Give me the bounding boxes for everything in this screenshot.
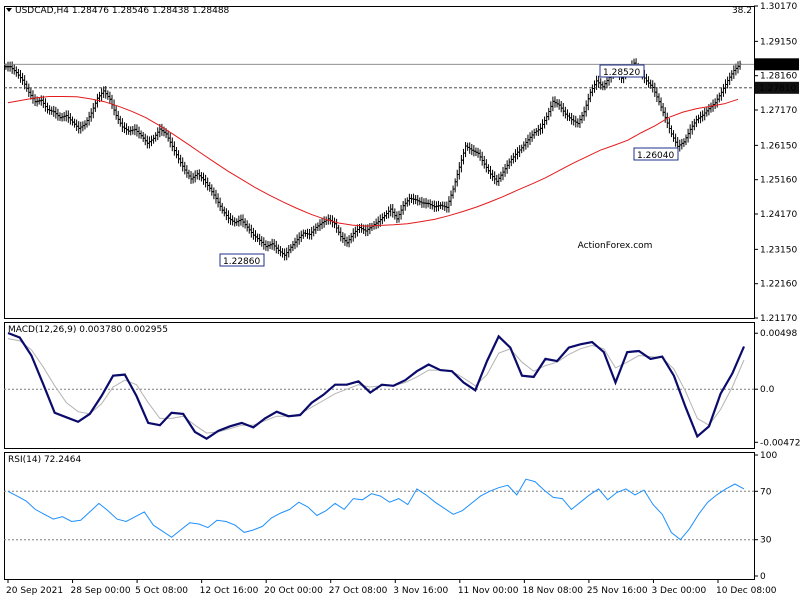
annotation-box [599, 64, 645, 78]
price-y-tick-label: 1.26150 [760, 141, 797, 151]
macd-title: MACD(12,26,9) 0.003780 0.002955 [8, 325, 168, 335]
price-y-tick-label: 1.22160 [760, 280, 797, 290]
price-y-tick-label: 1.30170 [760, 2, 797, 12]
macd-y-tick-label: -0.004723 [760, 438, 800, 448]
macd-line [7, 331, 746, 440]
menu-triangle-icon [6, 8, 12, 12]
price-panel-frame [4, 6, 755, 319]
price-y-tick-label: 1.28160 [760, 72, 797, 82]
price-y-tick-label: 1.21170 [760, 314, 797, 324]
x-axis-label: 3 Nov 16:00 [393, 586, 448, 596]
rsi-y-tick-label: 100 [760, 451, 777, 461]
x-axis-label: 11 Nov 00:00 [458, 586, 519, 596]
annotation-label: 1.26040 [637, 151, 674, 161]
rsi-y-tick-label: 70 [760, 487, 772, 497]
x-axis-label: 25 Nov 16:00 [587, 586, 648, 596]
x-axis-label: 28 Sep 00:00 [71, 586, 131, 596]
moving-average-line [7, 96, 739, 227]
rsi-line [7, 478, 745, 541]
x-axis-label: 27 Oct 08:00 [329, 586, 388, 596]
reference-level-label: 1.27810 [759, 84, 796, 94]
x-axis-label: 5 Oct 08:00 [135, 586, 188, 596]
watermark: ActionForex.com [578, 241, 653, 251]
price-y-tick-label: 1.24170 [760, 210, 797, 220]
x-axis-label: 3 Dec 00:00 [651, 586, 706, 596]
symbol-header: USDCAD,H4 1.28476 1.28546 1.28438 1.2848… [15, 6, 230, 16]
x-axis-label: 12 Oct 16:00 [200, 586, 259, 596]
x-axis-label: 18 Nov 08:00 [522, 586, 583, 596]
macd-y-tick-label: 0.00498 [760, 329, 797, 339]
x-axis-label: 20 Oct 00:00 [264, 586, 323, 596]
rsi-panel-frame [4, 452, 755, 580]
macd-y-tick-label: 0.0 [760, 385, 775, 395]
price-y-tick-label: 1.25160 [760, 176, 797, 186]
rsi-y-tick-label: 30 [760, 536, 772, 546]
x-axis-label: 20 Sep 2021 [6, 586, 63, 596]
rsi-y-tick-label: 0 [760, 572, 766, 582]
annotation-label: 1.22860 [223, 257, 260, 267]
current-price-box [755, 58, 799, 71]
annotation-label: 1.28520 [603, 68, 640, 78]
reference-level-box [755, 81, 799, 94]
annotation-box [633, 147, 679, 161]
corner-value: 38.2 [732, 6, 752, 16]
annotation-box [219, 253, 265, 267]
current-price-label: 1.28488 [759, 60, 796, 70]
price-y-tick-label: 1.23150 [760, 245, 797, 255]
rsi-title: RSI(14) 72.2464 [8, 455, 81, 465]
price-y-tick-label: 1.29150 [760, 37, 797, 47]
price-y-tick-label: 1.27170 [760, 106, 797, 116]
x-axis-label: 10 Dec 08:00 [716, 586, 777, 596]
